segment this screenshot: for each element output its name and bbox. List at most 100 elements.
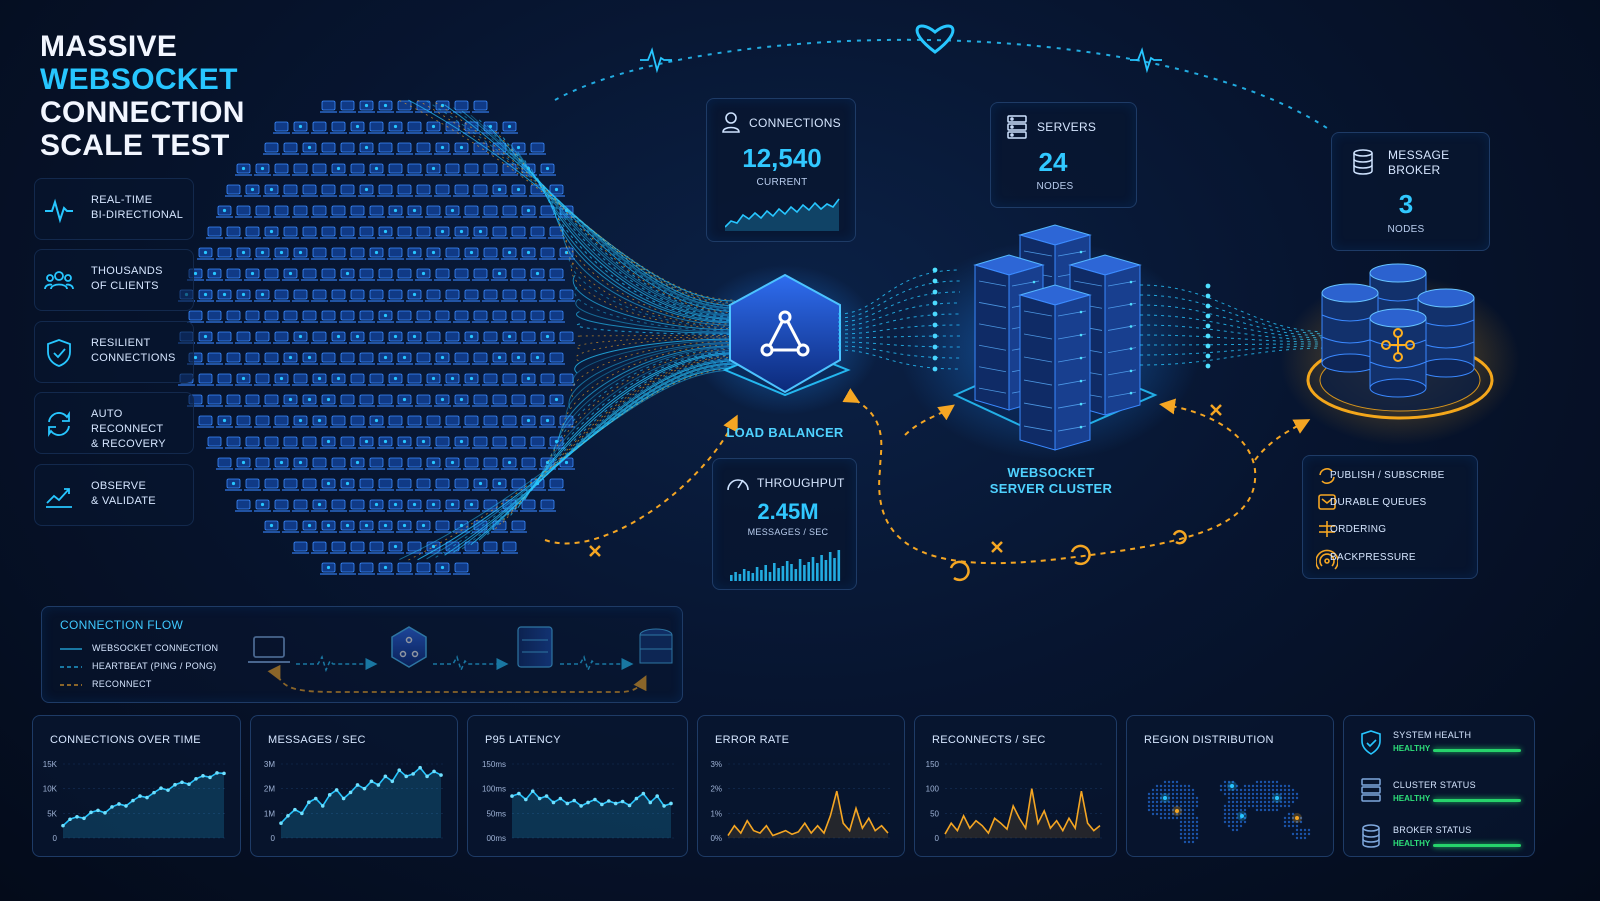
chart-plot: 15K 10K 5K 0 (43, 760, 228, 843)
client-device (472, 394, 489, 407)
client-device (406, 247, 423, 260)
client-device (453, 226, 470, 239)
data-point (397, 768, 402, 772)
throughput-bars (730, 550, 841, 581)
client-device (444, 499, 461, 512)
client-device (396, 520, 413, 533)
chart-plot: 3% 2% 1% 0% (710, 760, 892, 843)
client-device (406, 499, 423, 512)
ordering-icon (1319, 521, 1335, 537)
chart-title: CONNECTIONS OVER TIME (50, 734, 201, 746)
client-device (425, 499, 442, 512)
broker-features-card (1302, 455, 1478, 579)
client-device (244, 310, 261, 323)
data-point (600, 802, 604, 807)
client-device (254, 205, 271, 218)
title-line-accent: WEBSOCKET (40, 63, 238, 96)
client-device (282, 436, 299, 449)
client-device (273, 121, 290, 134)
chart-title: RECONNECTS / SEC (932, 734, 1046, 746)
database-icon (1417, 288, 1475, 378)
data-point (124, 804, 128, 808)
chart-title: P95 LATENCY (485, 734, 561, 746)
client-device (377, 352, 394, 365)
client-device (225, 394, 242, 407)
region-marker (1175, 809, 1179, 813)
client-device (482, 499, 499, 512)
client-device (216, 457, 233, 470)
client-device (463, 415, 480, 428)
feature-resilient: RESILIENT CONNECTIONS (34, 321, 194, 383)
refresh-icon (48, 411, 70, 437)
client-device (320, 310, 337, 323)
chart-trend-icon (46, 488, 72, 508)
client-device (320, 520, 337, 533)
client-device (254, 289, 271, 302)
client-device (406, 373, 423, 386)
client-device (244, 478, 261, 491)
client-device (406, 541, 423, 554)
client-device (197, 331, 214, 344)
client-device (482, 331, 499, 344)
client-device (425, 247, 442, 260)
client-device (301, 268, 318, 281)
client-device (434, 100, 451, 113)
client-device (358, 142, 375, 155)
client-device (453, 310, 470, 323)
client-device (406, 163, 423, 176)
client-device (244, 226, 261, 239)
client-device (472, 436, 489, 449)
broker-hub-icon (1381, 328, 1415, 362)
client-device (311, 373, 328, 386)
client-device (292, 163, 309, 176)
flow-legend-lines (60, 648, 82, 686)
client-device (311, 541, 328, 554)
y-tick-label: 1% (710, 809, 722, 818)
pulse-glyph (1130, 47, 1162, 74)
y-tick-label: 0 (935, 834, 940, 843)
client-device (482, 205, 499, 218)
servers-value: 24 (1038, 147, 1068, 177)
client-device (349, 289, 366, 302)
client-device (377, 520, 394, 533)
client-device (472, 184, 489, 197)
region-marker (1230, 784, 1234, 788)
data-point (390, 779, 395, 784)
client-device (539, 331, 556, 344)
feature-label: OBSERVE (91, 480, 147, 492)
client-device (387, 331, 404, 344)
client-device (501, 541, 518, 554)
client-device (235, 247, 252, 260)
client-device (529, 394, 546, 407)
y-tick-label: 15K (43, 760, 58, 769)
data-point (355, 783, 360, 787)
client-device (425, 163, 442, 176)
client-device (263, 310, 280, 323)
client-device (273, 457, 290, 470)
client-device (244, 436, 261, 449)
client-device (444, 247, 461, 260)
client-device (482, 163, 499, 176)
load-balancer-node (729, 273, 841, 394)
client-device (491, 394, 508, 407)
broker-feature-pubsub: PUBLISH / SUBSCRIBE (1330, 470, 1445, 481)
title-line: SCALE TEST (40, 129, 230, 162)
shield-check-icon (47, 339, 71, 367)
client-device (529, 226, 546, 239)
client-device (482, 541, 499, 554)
client-device (216, 289, 233, 302)
client-device (339, 436, 356, 449)
chart-title: MESSAGES / SEC (268, 734, 366, 746)
client-device (339, 352, 356, 365)
load-balancer-label: LOAD BALANCER (726, 425, 844, 440)
data-point (320, 804, 325, 808)
client-device (320, 226, 337, 239)
feature-clients: THOUSANDS OF CLIENTS (34, 249, 194, 311)
series-line (727, 790, 889, 837)
cluster-label-line: SERVER CLUSTER (989, 481, 1113, 496)
client-device (463, 499, 480, 512)
failure-x-icon (589, 404, 1222, 557)
client-device (368, 499, 385, 512)
client-device (311, 121, 328, 134)
client-device (453, 352, 470, 365)
